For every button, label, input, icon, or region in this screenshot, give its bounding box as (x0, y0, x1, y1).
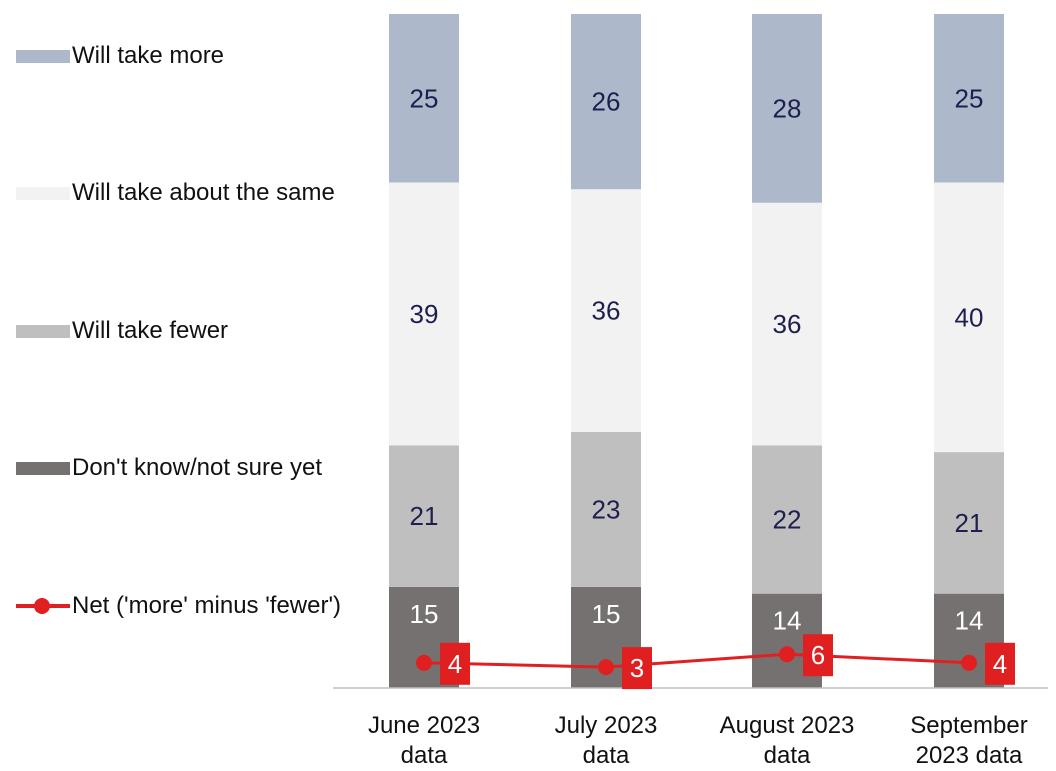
net-line (423, 652, 970, 669)
data-label: 39 (410, 299, 439, 329)
net-data-label: 3 (630, 653, 644, 683)
net-label-box (440, 642, 470, 685)
data-label: 23 (592, 494, 621, 524)
bar-segment (752, 14, 822, 203)
net-point (779, 646, 795, 663)
legend-dot-net (34, 598, 50, 614)
bar-segment (571, 14, 641, 190)
bar-segment (934, 14, 1004, 183)
net-point (416, 654, 432, 671)
data-label: 14 (773, 606, 802, 636)
data-label: 25 (410, 83, 439, 113)
legend-label: Will take fewer (72, 317, 229, 344)
data-label: 36 (773, 309, 802, 339)
bar-segment (389, 445, 459, 587)
x-tick-label: data (583, 742, 630, 769)
x-tick-label: data (401, 742, 448, 769)
net-point (961, 654, 977, 671)
bar-segment (571, 189, 641, 432)
net-point (598, 659, 614, 676)
bar-segment (934, 452, 1004, 594)
bar-segment (934, 182, 1004, 453)
data-label: 14 (955, 606, 984, 636)
x-tick-label: July 2023 (555, 712, 658, 739)
bar-segment (752, 445, 822, 594)
x-tick-label: June 2023 (368, 712, 480, 739)
legend-swatch-dont-know (16, 462, 70, 475)
data-label: 15 (592, 599, 621, 629)
legend-label: Don't know/not sure yet (72, 454, 323, 481)
legend-label: Net ('more' minus 'fewer') (72, 592, 342, 619)
net-label-box (803, 634, 833, 677)
data-label: 40 (955, 302, 984, 332)
x-tick-label: 2023 data (916, 742, 1023, 769)
net-data-label: 4 (448, 649, 462, 679)
data-label: 25 (955, 83, 984, 113)
net-label-box (622, 647, 652, 690)
data-label: 21 (955, 508, 984, 538)
data-label: 26 (592, 87, 621, 117)
data-label: 22 (773, 505, 802, 535)
legend-swatch-will-take-more (16, 50, 70, 63)
bar-segment (389, 182, 459, 446)
net-data-label: 6 (811, 640, 825, 670)
bar-segment (571, 431, 641, 587)
data-label: 21 (410, 501, 439, 531)
data-label: 15 (410, 599, 439, 629)
legend-swatch-will-take-fewer (16, 325, 70, 338)
x-tick-label: data (764, 742, 811, 769)
legend-label: Will take more (72, 42, 225, 69)
net-data-label: 4 (993, 649, 1007, 679)
x-tick-label: August 2023 (720, 712, 855, 739)
bar-segment (389, 14, 459, 183)
data-label: 28 (773, 93, 802, 123)
legend-swatch-will-take-about-the-same (16, 187, 70, 200)
net-label-box (985, 642, 1015, 685)
data-label: 36 (592, 296, 621, 326)
legend-label: Will take about the same (72, 179, 335, 206)
bar-segment (752, 202, 822, 446)
x-tick-label: September (910, 712, 1027, 739)
